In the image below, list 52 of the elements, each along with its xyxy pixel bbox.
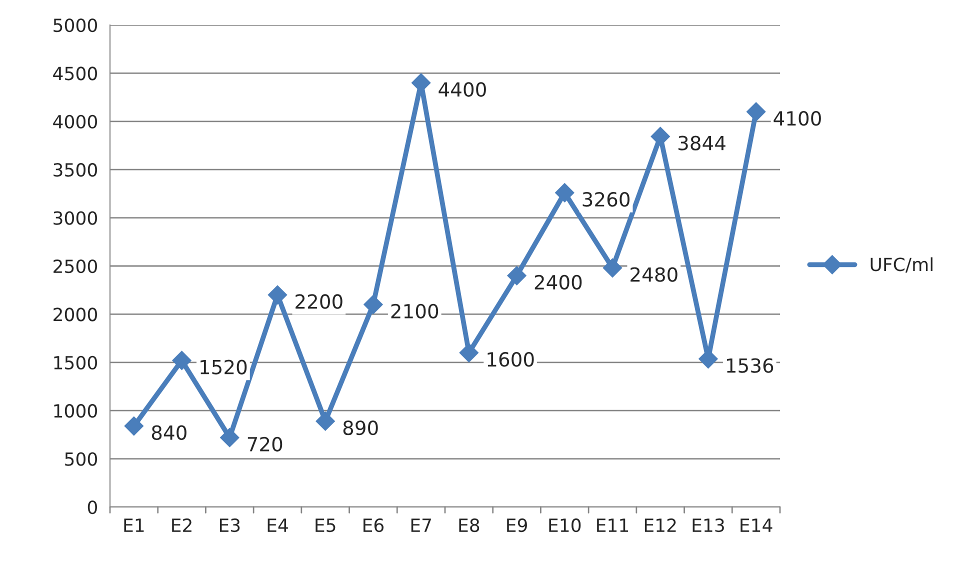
x-tick-label: E6 (364, 518, 384, 532)
x-tick-label: E13 (692, 518, 724, 532)
point (364, 295, 383, 314)
point (316, 412, 335, 431)
y-tick-label: 4000 (53, 114, 97, 129)
data-label: 2400 (534, 274, 582, 290)
x-tick-label: E2 (172, 518, 192, 532)
x-tick-label: E9 (507, 518, 527, 532)
data-label: 1536 (727, 358, 774, 373)
data-label: 4400 (438, 82, 486, 97)
x-tick-label: E8 (459, 518, 480, 532)
x-tick-label: E4 (268, 518, 288, 532)
data-label: 2100 (391, 304, 438, 319)
x-tick-label: E11 (597, 518, 628, 532)
data-label: 2200 (296, 294, 342, 309)
y-tick-label: 3500 (54, 163, 97, 177)
x-tick-label: E14 (740, 518, 772, 532)
point (459, 343, 478, 362)
x-tick-label: E12 (644, 518, 676, 532)
data-label: 720 (248, 436, 282, 452)
data-label: 2480 (630, 267, 678, 282)
data-label: 3844 (678, 136, 726, 150)
legend-label: UFC/ml (870, 257, 932, 273)
y-tick-label: 3000 (54, 211, 97, 225)
data-label: 1520 (200, 360, 247, 374)
point (650, 126, 670, 146)
point (507, 266, 526, 286)
point (124, 416, 144, 436)
x-tick-label: E10 (549, 518, 581, 532)
point (555, 183, 574, 202)
y-tick-label: 2500 (54, 259, 97, 274)
data-label: 3260 (582, 192, 630, 207)
point (602, 258, 622, 278)
y-tick-label: 1500 (54, 356, 97, 370)
x-tick-label: E1 (124, 518, 144, 532)
y-tick-label: 4500 (53, 66, 97, 80)
y-tick-label: 1000 (54, 404, 97, 418)
y-tick-label: 2000 (54, 308, 97, 322)
point (172, 350, 192, 370)
point (268, 285, 288, 304)
point (220, 428, 240, 448)
point (746, 102, 766, 122)
y-tick-label: 0 (88, 500, 97, 514)
x-tick-label: E3 (220, 518, 240, 532)
data-label: 890 (343, 420, 378, 436)
x-tick-label: E7 (411, 518, 431, 532)
y-tick-label: 500 (65, 452, 97, 466)
x-tick-label: E5 (316, 518, 336, 532)
data-label: 4100 (774, 111, 821, 126)
data-label: 840 (152, 425, 186, 440)
data-label: 1600 (488, 352, 534, 367)
y-tick-label: 5000 (54, 18, 97, 32)
